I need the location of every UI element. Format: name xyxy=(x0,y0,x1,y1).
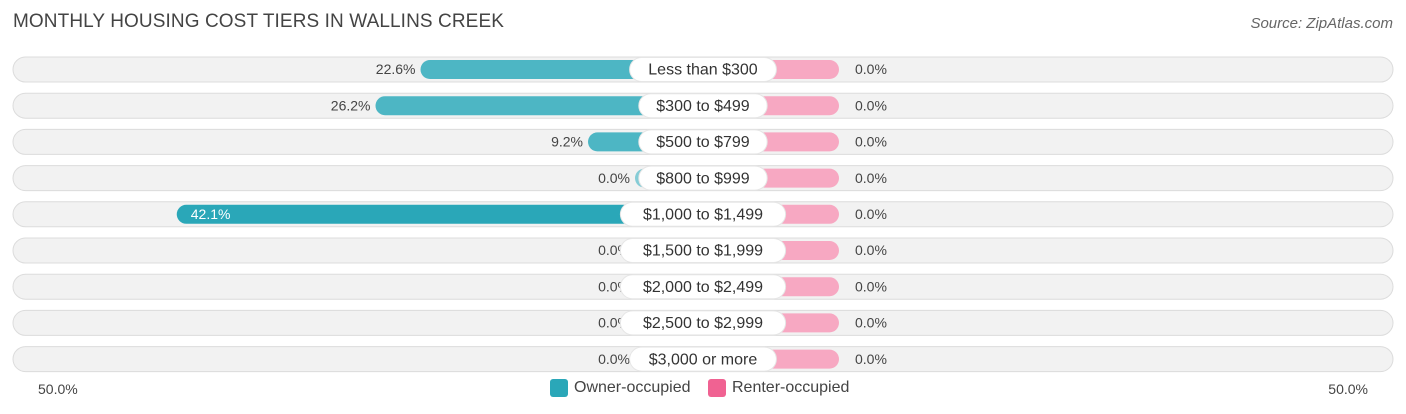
owner-value-label: 9.2% xyxy=(551,134,583,150)
category-pill xyxy=(619,201,787,227)
source-label: Source: ZipAtlas.com xyxy=(1250,15,1393,32)
owner-bar xyxy=(375,96,713,116)
category-label: $2,500 to $2,999 xyxy=(643,315,763,332)
owner-value-label: 22.6% xyxy=(376,61,416,77)
owner-value-label: 26.2% xyxy=(331,97,371,113)
category-pill xyxy=(629,57,777,82)
legend: Owner-occupied Renter-occupied xyxy=(0,379,1406,401)
owner-bar xyxy=(176,204,713,224)
renter-value-label: 0.0% xyxy=(855,97,887,113)
category-label: $1,000 to $1,499 xyxy=(643,207,763,224)
renter-value-label: 0.0% xyxy=(855,206,887,222)
category-label: $300 to $499 xyxy=(656,98,750,115)
renter-value-label: 0.0% xyxy=(855,134,887,150)
category-label: $3,000 or more xyxy=(649,351,758,368)
category-label: $1,500 to $1,999 xyxy=(643,243,763,260)
renter-value-label: 0.0% xyxy=(855,278,887,294)
category-pill xyxy=(638,165,768,191)
category-pill xyxy=(629,346,777,372)
renter-value-label: 0.0% xyxy=(855,315,887,331)
owner-value-label: 0.0% xyxy=(598,170,630,186)
category-pill xyxy=(619,310,787,336)
renter-value-label: 0.0% xyxy=(855,351,887,367)
category-label: $2,000 to $2,499 xyxy=(643,279,763,296)
category-pill xyxy=(638,93,768,119)
legend-swatch-owner xyxy=(550,379,568,397)
category-label: Less than $300 xyxy=(648,62,758,79)
chart-title: MONTHLY HOUSING COST TIERS IN WALLINS CR… xyxy=(13,11,504,32)
renter-value-label: 0.0% xyxy=(855,170,887,186)
renter-value-label: 0.0% xyxy=(855,61,887,77)
category-pill xyxy=(619,238,787,263)
legend-label-owner: Owner-occupied xyxy=(574,379,691,396)
category-label: $500 to $799 xyxy=(656,134,750,151)
legend-label-renter: Renter-occupied xyxy=(732,379,850,396)
category-pill xyxy=(638,129,768,155)
legend-swatch-renter xyxy=(708,379,726,397)
axis-label-right: 50.0% xyxy=(1328,381,1368,397)
renter-value-label: 0.0% xyxy=(855,242,887,258)
category-label: $800 to $999 xyxy=(656,170,750,187)
legend-item-renter: Renter-occupied xyxy=(708,379,849,397)
owner-value-label: 42.1% xyxy=(191,206,231,222)
category-pill xyxy=(619,274,787,300)
diverging-bar-chart: 22.6% 0.0% Less than $300 26.2% 0.0% $300 to … xyxy=(12,56,1394,373)
axis-label-left: 50.0% xyxy=(38,381,78,397)
owner-value-label: 0.0% xyxy=(598,351,630,367)
legend-item-owner: Owner-occupied xyxy=(550,379,691,397)
